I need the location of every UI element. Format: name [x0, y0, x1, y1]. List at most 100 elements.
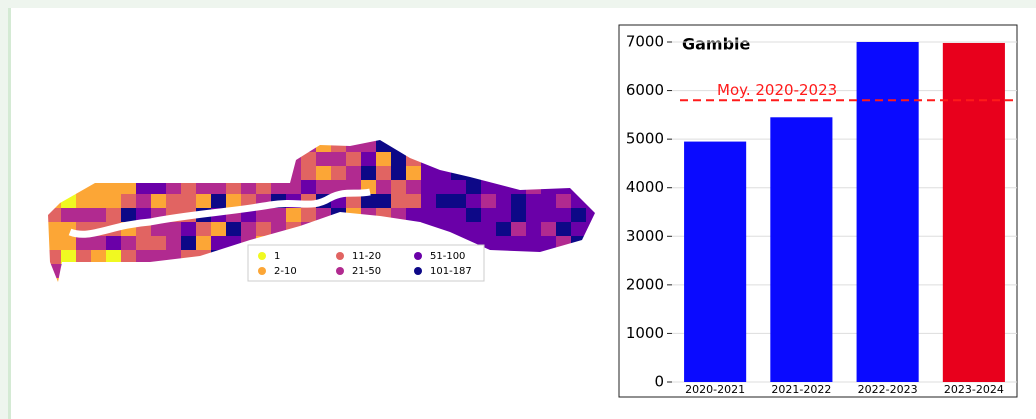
- map-cell: [316, 152, 331, 166]
- map-cell: [526, 194, 541, 208]
- map-cell: [151, 222, 166, 236]
- legend-label: 11-20: [352, 251, 381, 262]
- map-cell: [91, 208, 106, 222]
- map-cell: [241, 222, 256, 236]
- legend-swatch: [414, 252, 422, 260]
- map-cell: [421, 166, 436, 180]
- map-cell: [526, 208, 541, 222]
- map-cell: [256, 222, 271, 236]
- map-cell: [76, 208, 91, 222]
- map-cell: [211, 236, 226, 250]
- legend-label: 101-187: [430, 266, 472, 277]
- map-cell: [106, 194, 121, 208]
- y-tick-label: 2000: [626, 275, 664, 293]
- y-tick-label: 6000: [626, 81, 664, 99]
- map-cell: [48, 222, 61, 236]
- legend-swatch: [336, 252, 344, 260]
- y-tick-label: 5000: [626, 130, 664, 148]
- map-cell: [136, 180, 151, 194]
- x-tick-label: 2020-2021: [685, 383, 745, 396]
- y-tick-label: 4000: [626, 178, 664, 196]
- map-cell: [541, 194, 556, 208]
- map-cell: [121, 250, 136, 264]
- legend-swatch: [258, 267, 266, 275]
- map-cell: [301, 166, 316, 180]
- map-cell: [151, 194, 166, 208]
- map-cell: [226, 180, 241, 194]
- map-legend: 1 2-10 11-20 21-50 51-100 101-187: [258, 251, 472, 277]
- map-cell: [571, 222, 586, 236]
- map-cell: [181, 236, 196, 250]
- map-cell: [151, 180, 166, 194]
- map-cell: [496, 222, 511, 236]
- legend-label: 21-50: [352, 266, 381, 277]
- map-cell: [106, 236, 121, 250]
- chart-title: Gambie: [682, 35, 751, 54]
- map-cell: [331, 166, 346, 180]
- map-cell: [361, 194, 376, 208]
- map-cell: [466, 180, 481, 194]
- bar: [770, 117, 833, 383]
- map-cell: [496, 236, 511, 250]
- map-cell: [301, 208, 316, 222]
- map-cell: [556, 194, 571, 208]
- map-cell: [106, 208, 121, 222]
- y-tick-label: 3000: [626, 227, 664, 245]
- map-cell: [196, 222, 211, 236]
- legend-label: 2-10: [274, 266, 297, 277]
- map-cell: [556, 222, 571, 236]
- map-cell: [511, 208, 526, 222]
- map-cell: [451, 194, 466, 208]
- map-cell: [61, 236, 76, 250]
- map-cell: [451, 180, 466, 194]
- x-tick-label: 2023-2024: [944, 383, 1004, 396]
- map-cell: [136, 208, 151, 222]
- map-cell: [376, 166, 391, 180]
- bar: [856, 42, 919, 382]
- map-cell: [61, 250, 76, 264]
- map-cell: [271, 208, 286, 222]
- mean-label: Moy. 2020-2023: [717, 81, 837, 99]
- map-cell: [151, 236, 166, 250]
- map-cell: [526, 222, 541, 236]
- x-tick-label: 2021-2022: [771, 383, 831, 396]
- map-cell: [151, 250, 166, 264]
- map-cell: [556, 208, 571, 222]
- map-cell: [511, 236, 526, 250]
- map-cell: [346, 194, 361, 208]
- map-cell: [256, 208, 271, 222]
- map-cell: [181, 194, 196, 208]
- map-cell: [121, 208, 136, 222]
- map-cell: [436, 194, 451, 208]
- bar: [684, 141, 747, 382]
- map-cell: [286, 208, 301, 222]
- map-cell: [166, 222, 181, 236]
- map-cell: [421, 194, 436, 208]
- map-cell: [451, 222, 466, 236]
- legend-swatch: [336, 267, 344, 275]
- map-cell: [181, 222, 196, 236]
- map-cell: [211, 180, 226, 194]
- map-cell: [316, 180, 331, 194]
- map-cell: [541, 222, 556, 236]
- map-cell: [406, 208, 421, 222]
- map-cell: [48, 250, 61, 264]
- y-tick-label: 1000: [626, 324, 664, 342]
- map-cell: [481, 222, 496, 236]
- map-cell: [181, 180, 196, 194]
- map-cell: [106, 250, 121, 264]
- map-cell: [48, 236, 61, 250]
- map-cell: [211, 222, 226, 236]
- map-cell: [346, 152, 361, 166]
- map-cell: [496, 208, 511, 222]
- map-cell: [511, 222, 526, 236]
- map-cell: [136, 194, 151, 208]
- y-tick-label: 0: [654, 373, 664, 391]
- map-cell: [346, 166, 361, 180]
- map-cell: [226, 222, 241, 236]
- map-cell: [376, 152, 391, 166]
- map-cell: [331, 152, 346, 166]
- legend-label: 1: [274, 251, 280, 262]
